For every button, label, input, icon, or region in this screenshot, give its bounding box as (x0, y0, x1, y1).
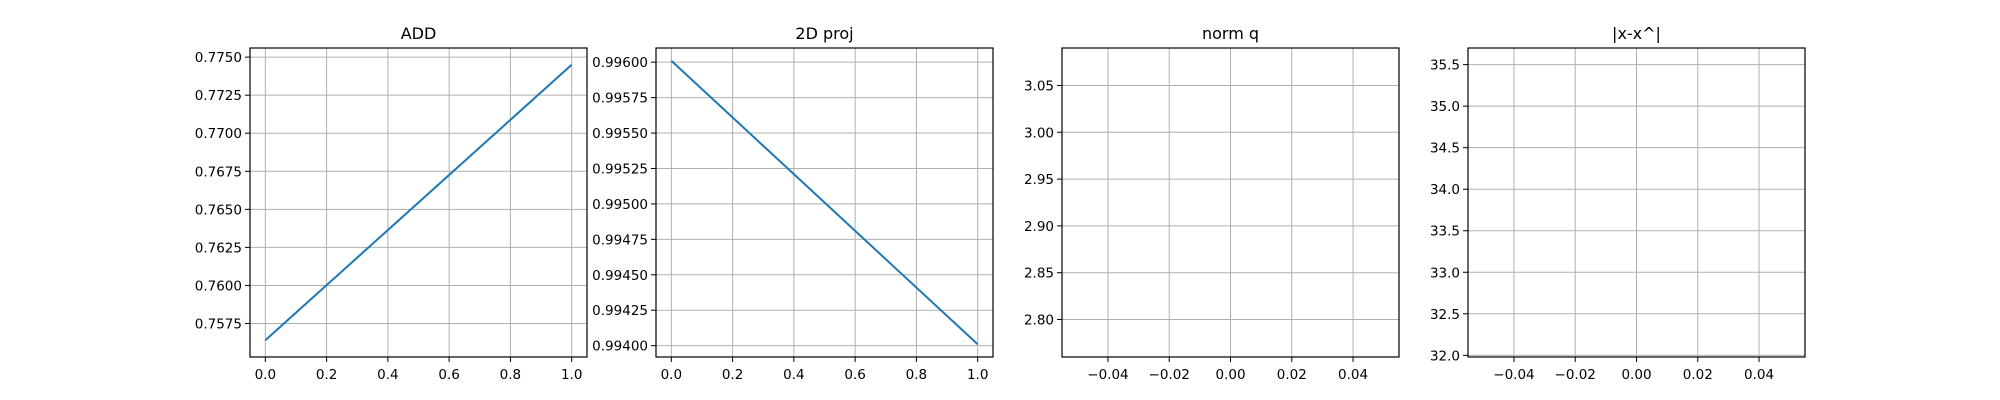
subplot-1: 0.0 0.2 0.4 0.6 0.8 1.0 0.7575 0.7600 0.7625 0.76… (195, 24, 588, 383)
x-tick-label: 0.02 (1683, 367, 1713, 383)
y-tick-label: 3.05 (1024, 78, 1054, 94)
x-tick-label: 0.04 (1744, 367, 1774, 383)
y-tick-label: 0.99475 (592, 232, 648, 248)
y-tick-label: 3.00 (1024, 125, 1054, 141)
x-tick-label: 0.0 (661, 367, 682, 383)
y-tick-label: 0.7650 (195, 202, 242, 218)
x-tick-label: 1.0 (967, 367, 988, 383)
y-tick-label: 2.80 (1024, 313, 1054, 329)
y-tick-label: 34.0 (1430, 182, 1460, 198)
chart-title: ADD (401, 24, 437, 43)
y-tick-label: 0.99525 (592, 161, 648, 177)
x-tick-label: 0.6 (844, 367, 865, 383)
y-tick-label: 0.7625 (195, 240, 242, 256)
chart-title: |x-x^| (1612, 24, 1661, 43)
y-tick-label: 0.99450 (592, 268, 648, 284)
x-tick-label: 0.02 (1277, 367, 1307, 383)
subplot-4: −0.04 −0.02 0.00 0.02 0.04 32.0 32.5 33.0 33.5 34… (1430, 24, 1806, 383)
y-tick-label: 33.5 (1430, 224, 1460, 240)
y-tick-label: 0.99575 (592, 91, 648, 107)
x-tick-label: 0.8 (906, 367, 927, 383)
y-tick-label: 33.0 (1430, 265, 1460, 281)
y-tick-label: 0.99550 (592, 126, 648, 142)
y-tick-label: 0.99425 (592, 303, 648, 319)
x-tick-label: 0.8 (500, 367, 521, 383)
y-tick-label: 2.95 (1024, 172, 1054, 188)
y-tick-label: 0.7600 (195, 278, 242, 294)
x-tick-label: 0.0 (255, 367, 276, 383)
y-tick-label: 0.99400 (592, 339, 648, 355)
y-tick-label: 2.90 (1024, 219, 1054, 235)
x-tick-label: 0.4 (377, 367, 398, 383)
chart-title: norm q (1202, 24, 1259, 43)
y-tick-label: 0.7750 (195, 50, 242, 66)
x-tick-label: −0.04 (1493, 367, 1534, 383)
x-tick-label: 0.00 (1215, 367, 1245, 383)
x-tick-label: −0.04 (1087, 367, 1128, 383)
x-tick-label: 1.0 (561, 367, 582, 383)
subplot-2: 0.0 0.2 0.4 0.6 0.8 1.0 0.99400 0.99425 0.99450 0… (592, 24, 994, 383)
subplot-3: −0.04 −0.02 0.00 0.02 0.04 2.80 2.85 2.90 2.95 3.… (1024, 24, 1400, 383)
y-tick-label: 34.5 (1430, 141, 1460, 157)
y-tick-label: 0.7575 (195, 317, 242, 333)
y-tick-label: 0.99600 (592, 55, 648, 71)
axes-frame (249, 47, 588, 358)
y-tick-label: 0.7725 (195, 88, 242, 104)
x-tick-label: 0.2 (316, 367, 337, 383)
x-tick-label: 0.6 (438, 367, 459, 383)
x-tick-label: 0.00 (1621, 367, 1651, 383)
y-tick-label: 0.7700 (195, 126, 242, 142)
x-tick-label: 0.2 (722, 367, 743, 383)
y-tick-label: 0.7675 (195, 164, 242, 180)
chart-title: 2D proj (795, 24, 853, 43)
x-tick-label: −0.02 (1149, 367, 1190, 383)
y-tick-label: 0.99500 (592, 197, 648, 213)
y-tick-label: 32.5 (1430, 307, 1460, 323)
x-tick-label: 0.04 (1338, 367, 1368, 383)
x-tick-label: 0.4 (783, 367, 804, 383)
y-tick-label: 35.5 (1430, 58, 1460, 74)
series-line (264, 63, 573, 342)
series-line (670, 60, 979, 345)
axes-frame (655, 47, 994, 358)
y-tick-label: 35.0 (1430, 99, 1460, 115)
y-tick-label: 2.85 (1024, 266, 1054, 282)
x-tick-label: −0.02 (1555, 367, 1596, 383)
y-tick-label: 32.0 (1430, 348, 1460, 364)
